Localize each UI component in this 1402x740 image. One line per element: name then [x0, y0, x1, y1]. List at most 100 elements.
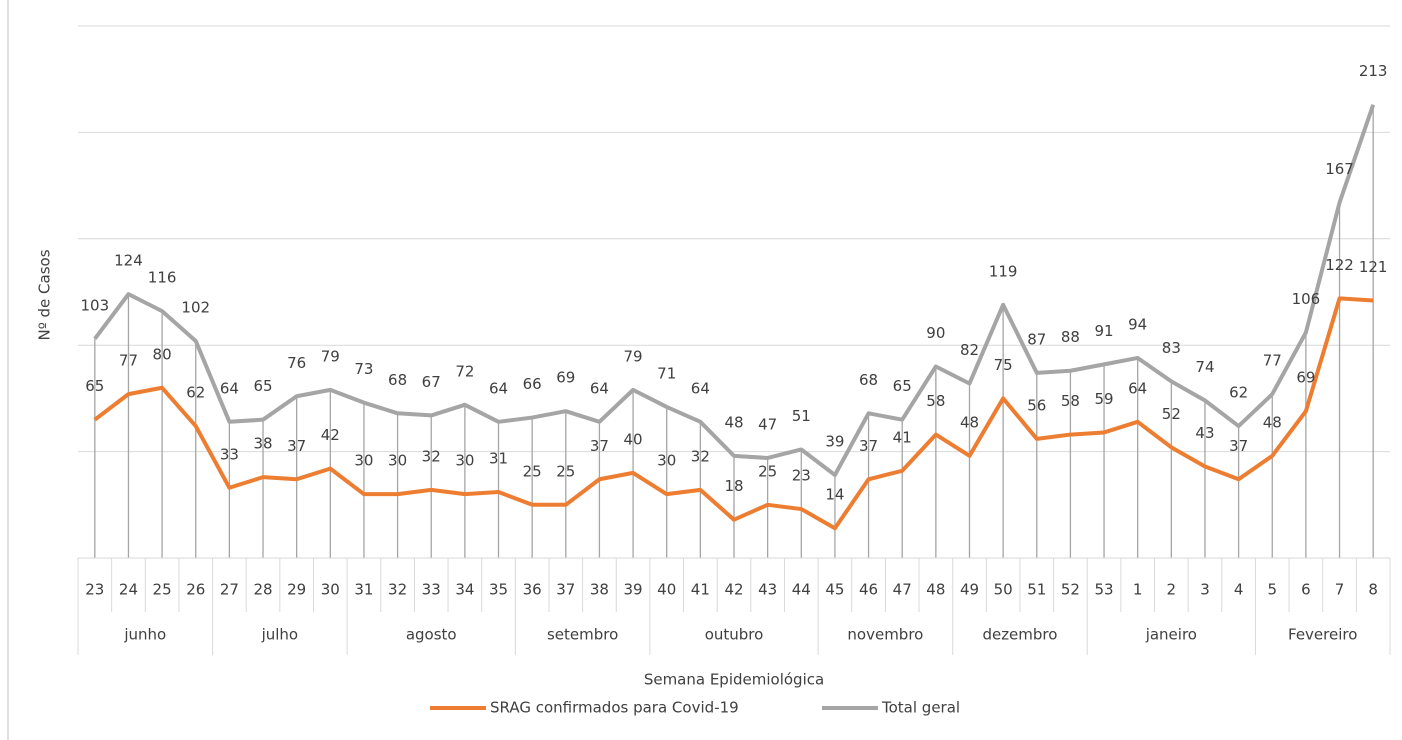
data-label: 213	[1359, 62, 1388, 80]
x-group-label: janeiro	[1145, 626, 1197, 644]
data-label: 48	[960, 413, 979, 431]
data-label: 121	[1359, 258, 1388, 276]
data-label: 41	[893, 428, 912, 446]
data-label: 77	[119, 352, 138, 370]
x-axis-title: Semana Epidemiológica	[644, 671, 824, 689]
data-label: 103	[81, 296, 110, 314]
x-group-label: Fevereiro	[1288, 626, 1357, 644]
x-tick-label: 3	[1200, 581, 1210, 599]
x-tick-label: 52	[1061, 581, 1080, 599]
data-label: 64	[1128, 379, 1147, 397]
data-label: 68	[859, 371, 878, 389]
x-tick-label: 31	[354, 581, 373, 599]
data-label: 122	[1325, 256, 1354, 274]
series-line	[93, 296, 1374, 531]
data-label: 69	[556, 369, 575, 387]
data-label: 65	[893, 377, 912, 395]
data-label: 32	[422, 447, 441, 465]
x-group-label: dezembro	[982, 626, 1057, 644]
x-tick-label: 8	[1368, 581, 1378, 599]
data-label: 30	[657, 452, 676, 470]
series-line	[93, 104, 1376, 478]
x-tick-label: 28	[253, 581, 272, 599]
data-label: 43	[1195, 424, 1214, 442]
x-tick-label: 23	[85, 581, 104, 599]
data-label: 37	[590, 437, 609, 455]
data-label: 66	[523, 375, 542, 393]
data-label: 32	[691, 447, 710, 465]
x-tick-label: 45	[825, 581, 844, 599]
x-tick-label: 6	[1301, 581, 1311, 599]
data-label: 40	[624, 430, 643, 448]
x-tick-label: 53	[1095, 581, 1114, 599]
x-tick-label: 43	[758, 581, 777, 599]
data-label: 87	[1027, 330, 1046, 348]
data-label: 48	[1263, 413, 1282, 431]
x-group-label: julho	[261, 626, 299, 644]
data-label: 31	[489, 450, 508, 468]
data-label: 167	[1325, 160, 1354, 178]
y-axis-title: Nº de Casos	[36, 249, 54, 340]
legend-label: Total geral	[881, 699, 960, 717]
data-label: 37	[1229, 437, 1248, 455]
data-label: 79	[624, 347, 643, 365]
data-label: 39	[825, 433, 844, 451]
data-label: 38	[253, 435, 272, 453]
data-label: 83	[1162, 339, 1181, 357]
data-label: 64	[489, 379, 508, 397]
x-tick-label: 48	[926, 581, 945, 599]
data-label: 64	[691, 379, 710, 397]
x-tick-label: 29	[287, 581, 306, 599]
data-label: 90	[926, 324, 945, 342]
data-label: 71	[657, 364, 676, 382]
data-label: 58	[1061, 392, 1080, 410]
data-label: 25	[758, 462, 777, 480]
data-label: 58	[926, 392, 945, 410]
data-label: 25	[556, 462, 575, 480]
data-label: 91	[1095, 322, 1114, 340]
x-tick-label: 2	[1167, 581, 1177, 599]
x-tick-label: 27	[220, 581, 239, 599]
data-label: 94	[1128, 315, 1147, 333]
x-tick-label: 47	[893, 581, 912, 599]
x-tick-label: 38	[590, 581, 609, 599]
x-tick-label: 46	[859, 581, 878, 599]
data-label: 47	[758, 415, 777, 433]
x-group-label: outubro	[705, 626, 764, 644]
x-tick-label: 39	[624, 581, 643, 599]
x-tick-label: 26	[186, 581, 205, 599]
data-label: 76	[287, 354, 306, 372]
x-tick-label: 50	[994, 581, 1013, 599]
data-label: 14	[825, 486, 844, 504]
x-tick-label: 49	[960, 581, 979, 599]
x-tick-label: 44	[792, 581, 811, 599]
data-label: 82	[960, 341, 979, 359]
data-label: 42	[321, 426, 340, 444]
data-label: 37	[287, 437, 306, 455]
data-label: 30	[354, 452, 373, 470]
data-label: 124	[114, 252, 143, 270]
data-label: 102	[181, 298, 210, 316]
x-group-label: novembro	[847, 626, 923, 644]
x-tick-label: 37	[556, 581, 575, 599]
x-tick-label: 41	[691, 581, 710, 599]
data-label: 37	[859, 437, 878, 455]
data-label: 65	[253, 377, 272, 395]
data-label: 33	[220, 445, 239, 463]
data-label: 48	[724, 413, 743, 431]
data-label: 75	[994, 356, 1013, 374]
x-tick-label: 7	[1335, 581, 1345, 599]
data-label: 52	[1162, 405, 1181, 423]
data-label: 68	[388, 371, 407, 389]
data-label: 67	[422, 373, 441, 391]
x-tick-label: 42	[724, 581, 743, 599]
x-tick-label: 35	[489, 581, 508, 599]
data-label: 51	[792, 407, 811, 425]
data-label: 65	[85, 377, 104, 395]
legend-label: SRAG confirmados para Covid-19	[490, 699, 739, 717]
data-label: 74	[1195, 358, 1214, 376]
x-tick-label: 25	[153, 581, 172, 599]
data-label: 73	[354, 360, 373, 378]
x-tick-label: 36	[523, 581, 542, 599]
